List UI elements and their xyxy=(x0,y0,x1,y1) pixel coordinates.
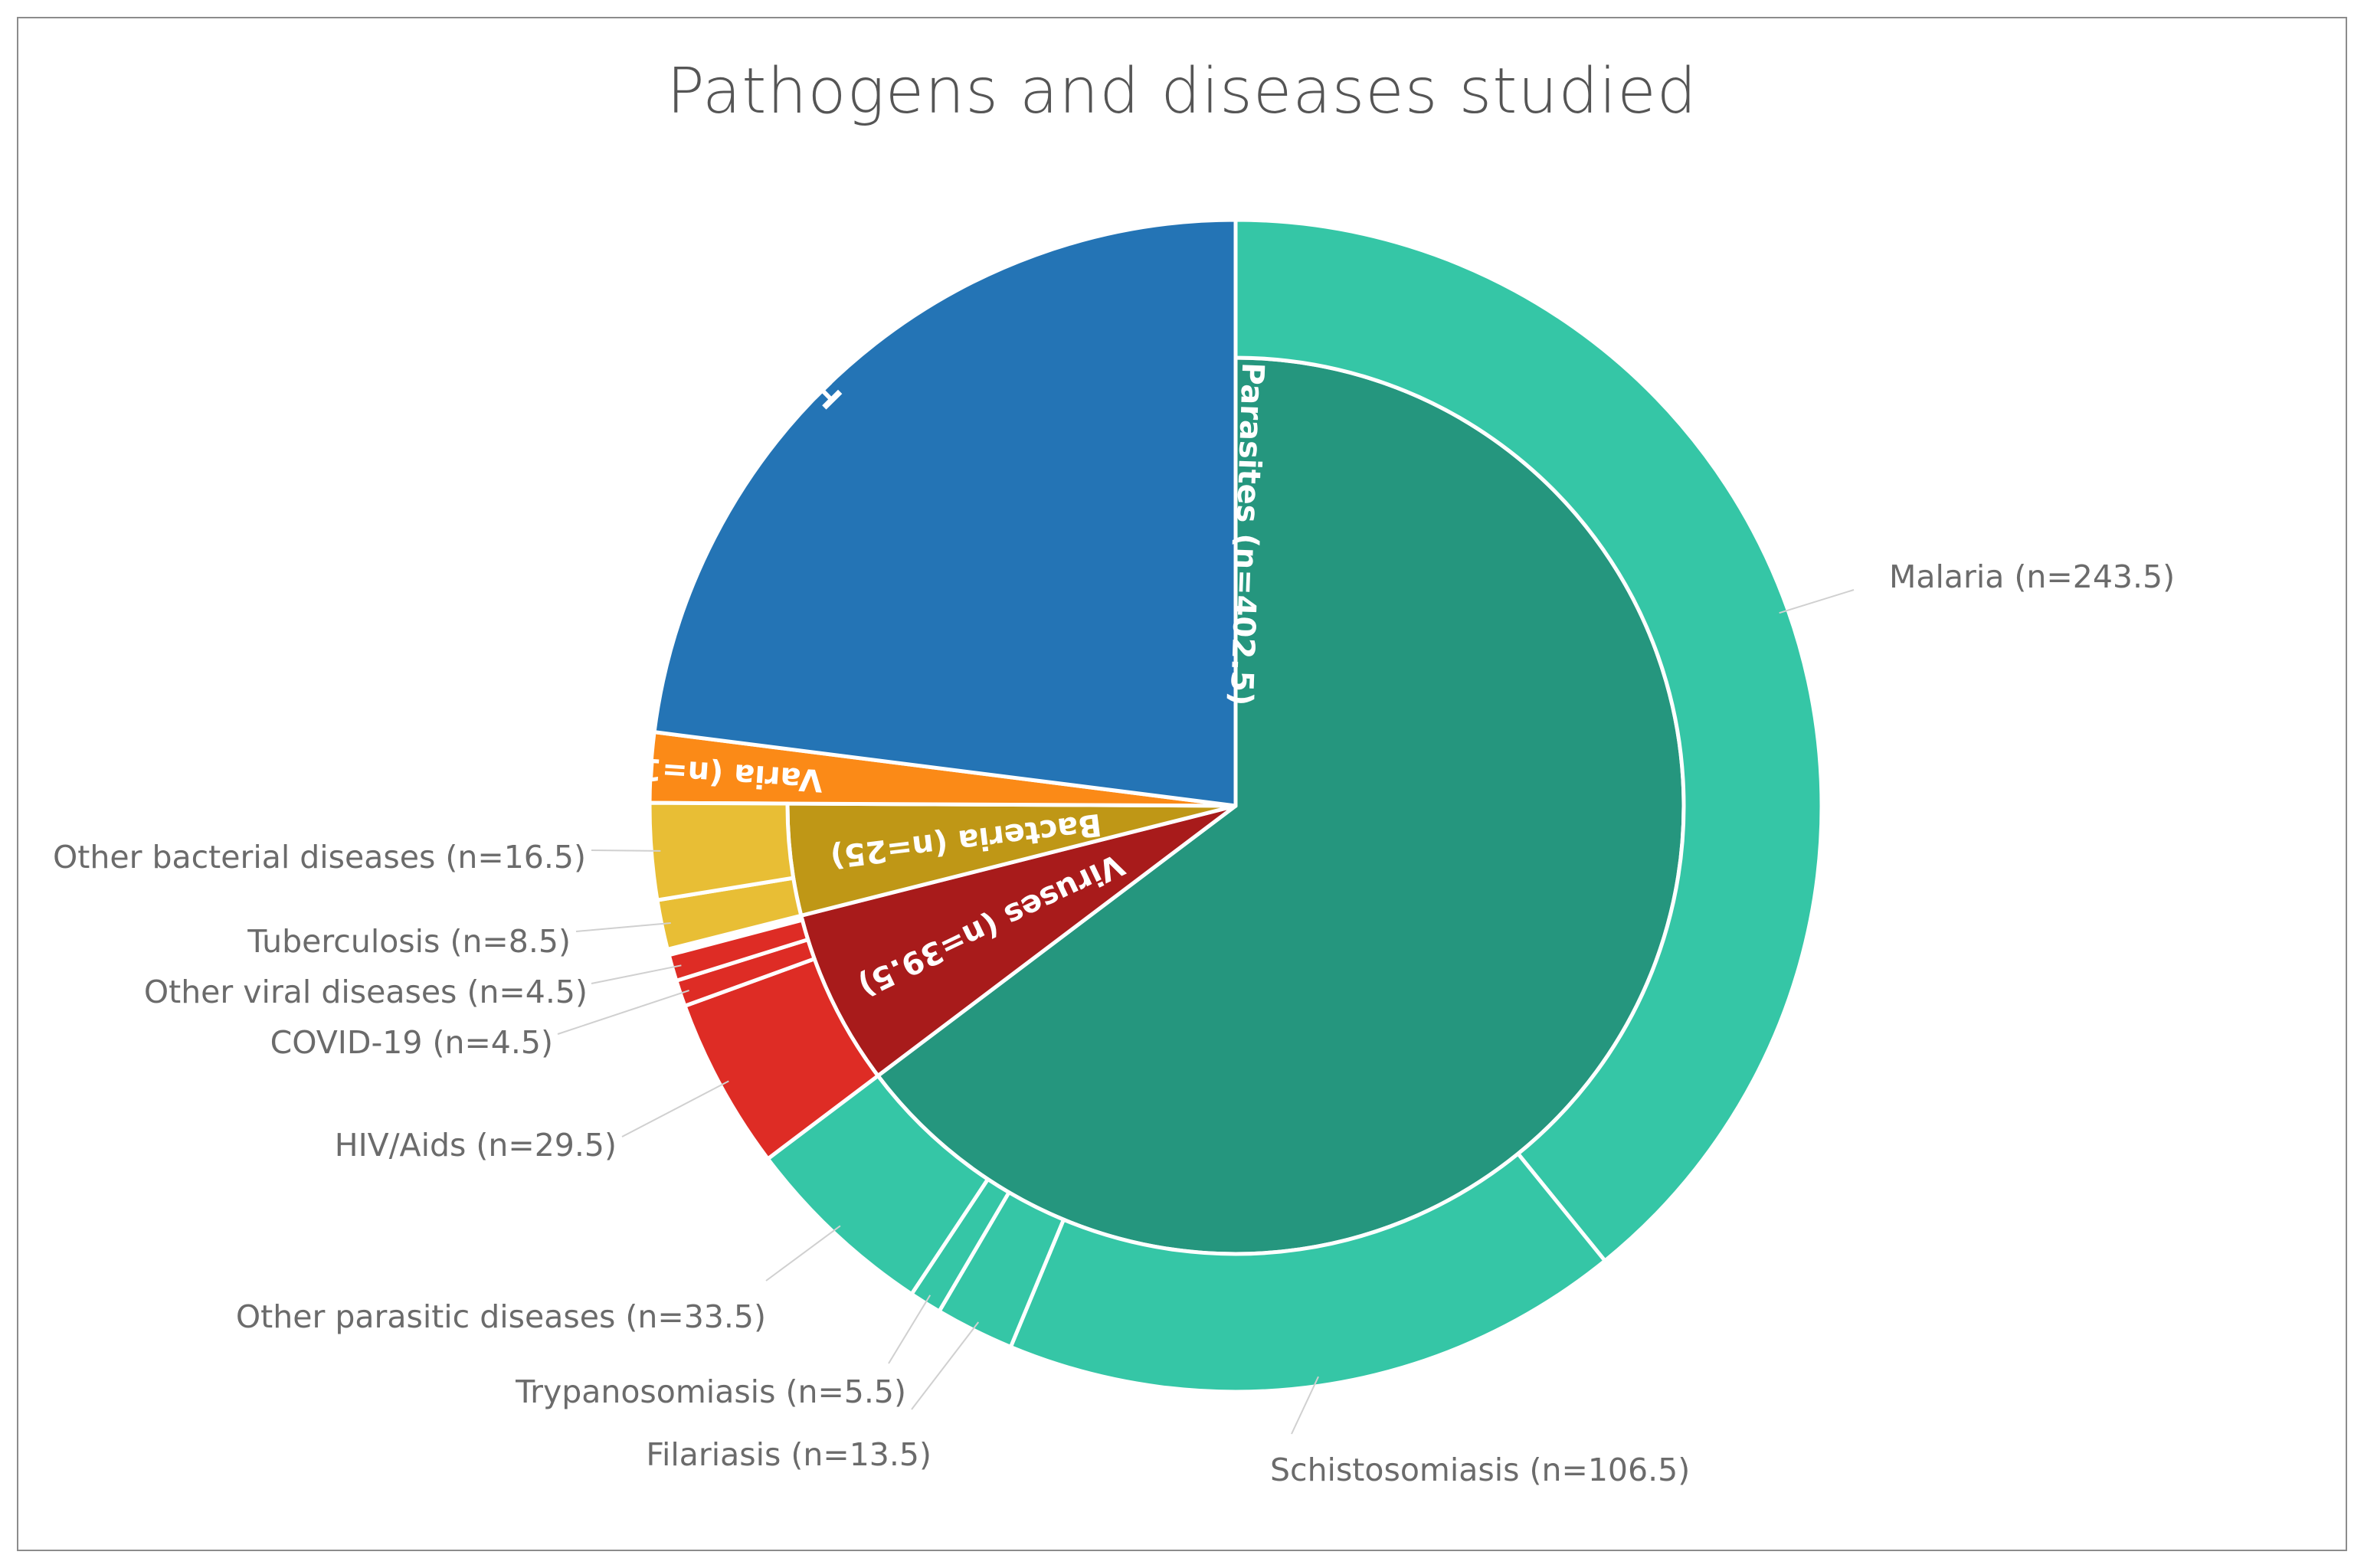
slice-malaria[interactable] xyxy=(1233,218,1824,1263)
leader-line-tuberculosis xyxy=(575,921,671,932)
leader-line-covid-19 xyxy=(557,990,689,1035)
label-malaria: Malaria (n=243.5) xyxy=(1889,558,2175,595)
chart-frame xyxy=(17,17,2347,1551)
label-trypanosomiasis: Trypanosomiasis (n=5.5) xyxy=(515,1373,906,1410)
leader-line-filariasis xyxy=(911,1321,980,1410)
outer-ring-labels: Malaria (n=243.5) Schistosomiasis (n=106.… xyxy=(53,558,2175,1488)
leader-line-other-bacterial xyxy=(591,849,661,852)
label-hiv-aids: HIV/Aids (n=29.5) xyxy=(335,1127,617,1164)
outer-ring xyxy=(647,218,1824,1394)
chart-title: Pathogens and diseases studied xyxy=(666,55,1698,128)
slice-health-systems[interactable] xyxy=(652,218,1238,808)
label-filariasis: Filariasis (n=13.5) xyxy=(646,1436,932,1473)
leader-line-other-parasitic xyxy=(765,1225,841,1282)
leader-lines xyxy=(557,589,1855,1435)
label-schistosomiasis: Schistosomiasis (n=106.5) xyxy=(1270,1452,1690,1488)
label-covid-19: COVID-19 (n=4.5) xyxy=(270,1024,553,1061)
leader-line-hiv-aids xyxy=(621,1080,729,1138)
leader-line-malaria xyxy=(1779,589,1855,614)
label-other-bacterial: Other bacterial diseases (n=16.5) xyxy=(53,839,586,876)
label-tuberculosis: Tuberculosis (n=8.5) xyxy=(247,923,571,960)
label-other-parasitic: Other parasitic diseases (n=33.5) xyxy=(236,1298,766,1335)
label-other-viral: Other viral diseases (n=4.5) xyxy=(144,974,588,1010)
label-health-systems: Health systems (n=143) xyxy=(532,93,849,415)
leader-line-other-viral xyxy=(591,964,682,984)
slice-other-bacterial[interactable] xyxy=(647,800,796,902)
slice-other-viral[interactable] xyxy=(666,918,810,983)
leader-line-trypanosomiasis xyxy=(888,1295,932,1364)
leader-line-schistosomiasis xyxy=(1291,1376,1319,1435)
